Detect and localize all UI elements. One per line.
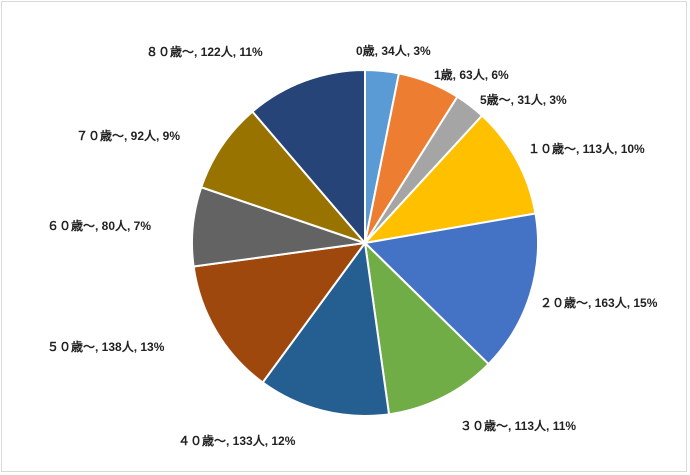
- data-label-8: ６０歳〜, 80人, 7%: [47, 218, 151, 233]
- data-label-2: 5歳〜, 31人, 3%: [480, 92, 567, 107]
- pie-slice-6: [261, 240, 391, 417]
- data-label-9: ７０歳〜, 92人, 9%: [76, 128, 180, 143]
- data-label-5: ３０歳〜, 113人, 11%: [460, 418, 576, 433]
- data-label-0: 0歳, 34人, 3%: [356, 43, 431, 58]
- data-label-6: ４０歳〜, 133人, 12%: [178, 433, 296, 448]
- data-label-1: 1歳, 63人, 6%: [434, 67, 509, 82]
- pie-slice-4: [362, 212, 539, 366]
- pie-slice-3: [362, 114, 537, 245]
- data-label-10: ８０歳〜, 122人, 11%: [146, 44, 263, 59]
- pie-slice-5: [363, 240, 490, 416]
- data-label-4: ２０歳〜, 163人, 15%: [540, 295, 658, 310]
- pie-slice-10: [251, 68, 366, 246]
- data-label-3: １０歳〜, 113人, 10%: [528, 141, 645, 156]
- pie-slice-9: [199, 110, 369, 246]
- data-label-7: ５０歳〜, 138人, 13%: [47, 339, 165, 354]
- pie-labels: 0歳, 34人, 3%1歳, 63人, 6% 5歳〜, 31人, 3% １０歳〜, …: [47, 43, 658, 448]
- pie-slice-7: [192, 241, 368, 384]
- pie-slices: [191, 68, 539, 417]
